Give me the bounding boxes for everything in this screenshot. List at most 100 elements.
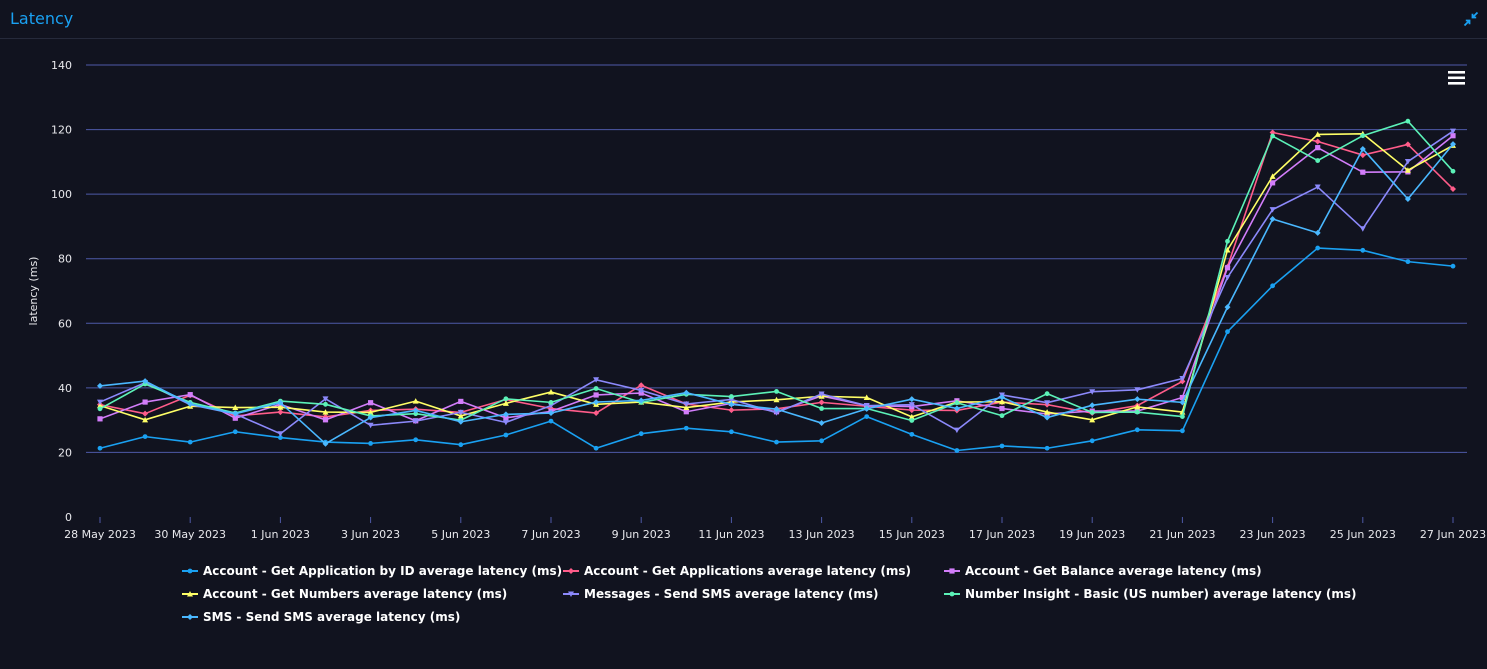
data-point <box>818 391 825 397</box>
data-point <box>999 443 1005 449</box>
data-point <box>1044 391 1050 397</box>
x-tick-label: 28 May 2023 <box>64 528 136 541</box>
data-point <box>502 400 509 406</box>
data-point <box>457 418 464 425</box>
legend-marker <box>568 568 574 574</box>
data-point <box>502 419 509 426</box>
data-point <box>1134 427 1140 433</box>
data-point <box>728 407 735 414</box>
data-point <box>457 409 464 416</box>
data-point <box>232 415 238 421</box>
data-point <box>278 435 283 440</box>
data-point <box>503 415 509 421</box>
data-point <box>1269 207 1276 213</box>
data-point <box>187 439 193 445</box>
data-point <box>593 377 600 383</box>
data-point <box>773 396 780 403</box>
data-point <box>1224 265 1231 271</box>
data-point <box>1360 133 1366 139</box>
data-point <box>1179 399 1186 406</box>
legend-item-5[interactable]: Messages - Send SMS average latency (ms) <box>584 587 879 601</box>
data-point <box>232 410 239 417</box>
data-point <box>593 386 599 391</box>
data-point <box>1044 409 1051 415</box>
data-point <box>1269 173 1276 179</box>
data-point <box>1269 216 1276 223</box>
y-axis-label: latency (ms) <box>27 257 40 326</box>
data-point <box>999 405 1005 412</box>
data-point <box>548 399 554 405</box>
data-point <box>548 418 554 424</box>
collapse-icon[interactable] <box>1463 11 1479 27</box>
data-point <box>638 397 645 404</box>
data-point <box>1134 396 1141 403</box>
data-point <box>1314 131 1321 137</box>
data-point <box>1089 402 1096 409</box>
x-tick-label: 23 Jun 2023 <box>1240 528 1306 541</box>
data-point <box>953 427 960 434</box>
data-point <box>1450 263 1456 269</box>
data-point <box>819 406 824 411</box>
data-point <box>323 401 328 407</box>
data-point <box>1359 226 1366 232</box>
data-point <box>503 432 509 438</box>
series-line-1 <box>99 247 1454 452</box>
legend-item-6[interactable]: Number Insight - Basic (US number) avera… <box>965 587 1356 601</box>
data-point <box>413 437 419 443</box>
legend-item-1[interactable]: Account - Get Application by ID average … <box>203 564 562 578</box>
data-point <box>1044 414 1051 421</box>
data-point <box>1089 409 1095 415</box>
data-point <box>1089 438 1095 444</box>
data-point <box>1360 247 1366 253</box>
data-point <box>818 420 825 427</box>
data-point <box>1360 169 1366 175</box>
data-point <box>457 412 464 419</box>
data-point <box>1315 245 1321 251</box>
x-tick-label: 25 Jun 2023 <box>1330 528 1396 541</box>
data-point <box>1270 180 1276 186</box>
x-tick-label: 9 Jun 2023 <box>612 528 671 541</box>
data-point <box>774 439 779 445</box>
series-line-2 <box>99 131 1454 418</box>
data-point <box>97 416 103 422</box>
x-tick-label: 27 Jun 2023 <box>1420 528 1486 541</box>
data-point <box>1404 159 1411 165</box>
data-point <box>638 382 645 389</box>
legend-item-7[interactable]: SMS - Send SMS average latency (ms) <box>203 610 460 624</box>
data-point <box>1450 128 1456 135</box>
legend-item-2[interactable]: Account - Get Applications average laten… <box>584 564 911 578</box>
chart-menu-icon[interactable] <box>1447 70 1467 86</box>
data-point <box>1405 259 1411 265</box>
legend-marker <box>187 614 193 620</box>
data-point <box>1450 141 1456 148</box>
data-point <box>97 445 103 451</box>
x-tick-label: 11 Jun 2023 <box>698 528 764 541</box>
legend-marker <box>568 591 574 597</box>
data-point <box>142 434 148 440</box>
series-line-4 <box>99 132 1454 421</box>
x-tick-label: 15 Jun 2023 <box>879 528 945 541</box>
data-point <box>1450 133 1456 139</box>
data-point <box>1405 118 1411 124</box>
x-tick-label: 13 Jun 2023 <box>789 528 855 541</box>
data-point <box>953 405 960 412</box>
data-point <box>638 387 645 394</box>
data-point <box>142 410 149 417</box>
data-point <box>1314 184 1321 191</box>
data-point <box>412 398 419 404</box>
x-tick-label: 21 Jun 2023 <box>1149 528 1215 541</box>
data-point <box>413 411 419 417</box>
x-tick-label: 17 Jun 2023 <box>969 528 1035 541</box>
legend-item-3[interactable]: Account - Get Balance average latency (m… <box>965 564 1262 578</box>
legend-marker <box>187 591 193 597</box>
data-point <box>683 404 690 411</box>
data-point <box>729 394 734 399</box>
data-point <box>999 398 1005 405</box>
data-point <box>1314 138 1321 145</box>
data-point <box>1180 428 1185 434</box>
data-point <box>1359 145 1366 152</box>
data-point <box>367 409 374 415</box>
legend-item-4[interactable]: Account - Get Numbers average latency (m… <box>203 587 507 601</box>
x-tick-label: 30 May 2023 <box>154 528 226 541</box>
